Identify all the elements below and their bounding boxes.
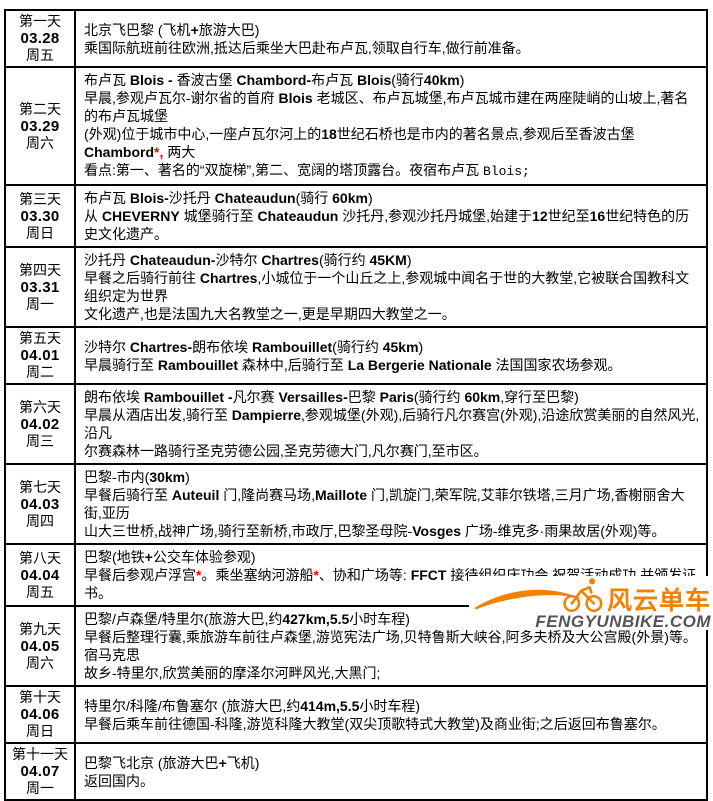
- day-date: 03.31: [20, 278, 60, 296]
- day-cell: 第七天 04.03 周四: [4, 463, 76, 545]
- day-cell: 第九天 04.05 周六: [4, 605, 76, 687]
- itinerary-cell: 巴黎飞北京 (旅游大巴+飞机) 返回国内。: [74, 742, 708, 801]
- table-row: 第三天 03.30 周日 布卢瓦 Blois-沙托丹 Chateaudun(骑行 60…: [4, 184, 708, 248]
- day-cell: 第十天 04.06 周日: [4, 685, 76, 744]
- table-row: 第四天 03.31 周一 沙托丹 Chateaudun-沙特尔 Chartres(骑行…: [4, 246, 708, 328]
- day-week: 周二: [26, 364, 54, 380]
- itinerary-line: 早餐后骑行至 Auteuil 门,隆尚赛马场,Maillote 门,凯旋门,荣军…: [84, 487, 685, 521]
- itinerary-line: 布卢瓦 Blois - 香波古堡 Chambord-布卢瓦 Blois(骑行40…: [84, 72, 465, 88]
- itinerary-cell: 布卢瓦 Blois-沙托丹 Chateaudun(骑行 60km) 从 CHEVE…: [74, 184, 708, 248]
- day-date: 04.07: [20, 763, 60, 780]
- itinerary-line: (外观)位于城市中心,一座卢瓦尔河上的18世纪石桥也是市内的著名景点,参观后至香…: [84, 126, 635, 160]
- day-cell: 第八天 04.04 周五: [4, 543, 76, 607]
- itinerary-line: 北京飞巴黎 (飞机+旅游大巴): [84, 21, 260, 38]
- day-date: 03.29: [20, 117, 60, 135]
- itinerary-line: 早餐之后骑行前往 Chartres,小城位于一个山丘之上,参观城中闻名于世的大教…: [84, 270, 690, 304]
- day-name: 第七天: [19, 478, 61, 495]
- day-name: 第十一天: [12, 746, 68, 762]
- day-week: 周日: [26, 723, 54, 739]
- day-week: 周日: [26, 224, 54, 241]
- itinerary-line: 早晨骑行至 Rambouillet 森林中,后骑行至 La Bergerie N…: [84, 356, 622, 373]
- logo-url-text: FENGYUNBIKE.COM: [535, 612, 711, 631]
- day-cell: 第三天 03.30 周日: [4, 184, 76, 248]
- itinerary-cell: 沙特尔 Chartres-朗布依埃 Rambouillet(骑行约 45km) 早…: [74, 326, 708, 385]
- itinerary-line: 沙托丹 Chateaudun-沙特尔 Chartres(骑行约 45KM): [84, 252, 412, 268]
- itinerary-line: 从 CHEVERNY 城堡骑行至 Chateaudun 沙托丹,参观沙托丹城堡,…: [84, 208, 690, 242]
- day-cell: 第六天 04.02 周三: [4, 383, 76, 465]
- itinerary-line: 早晨从酒店出发,骑行至 Dampierre,参观城堡(外观),后骑行凡尔赛宫(外…: [84, 407, 700, 441]
- table-row: 第十一天 04.07 周一 巴黎飞北京 (旅游大巴+飞机) 返回国内。: [4, 742, 708, 801]
- day-name: 第二天: [19, 100, 61, 117]
- day-cell: 第一天 03.28 周五: [4, 9, 76, 68]
- itinerary-line: 特里尔/科隆/布鲁塞尔 (旅游大巴,约414m,5.5小时车程): [84, 697, 421, 714]
- itinerary-line: 巴黎/卢森堡/特里尔(旅游大巴,约427km,5.5小时车程): [84, 611, 410, 627]
- itinerary-page: 第一天 03.28 周五 北京飞巴黎 (飞机+旅游大巴) 乘国际航班前往欧洲,抵达后乘坐…: [4, 9, 711, 801]
- itinerary-line: 巴黎(地铁+公交车体验参观): [84, 549, 256, 565]
- itinerary-line: 巴黎飞北京 (旅游大巴+飞机): [84, 754, 260, 771]
- itinerary-cell: 朗布依埃 Rambouillet -凡尔赛 Versailles-巴黎 Pari…: [74, 383, 708, 465]
- logo-top-row: 风云单车: [473, 576, 711, 614]
- day-name: 第八天: [19, 549, 61, 566]
- itinerary-line: 早餐后乘车前往德国-科隆,游览科隆大教堂(双尖顶歌特式大教堂)及商业街;之后返回…: [84, 715, 666, 732]
- itinerary-line: 早餐后整理行囊,乘旅游车前往卢森堡,游览宪法广场,贝特鲁斯大峡谷,阿多夫桥及大公…: [84, 629, 697, 663]
- day-date: 04.06: [20, 706, 60, 723]
- itinerary-line: 朗布依埃 Rambouillet -凡尔赛 Versailles-巴黎 Pari…: [84, 389, 579, 405]
- itinerary-line: 返回国内。: [84, 772, 154, 789]
- itinerary-line: 看点:第一、著名的“双旋梯”,第二、宽阔的塔顶露台。夜宿布卢瓦 Blois;: [84, 162, 530, 179]
- day-week: 周一: [26, 780, 54, 796]
- day-week: 周一: [26, 295, 54, 312]
- day-week: 周五: [26, 47, 54, 63]
- day-name: 第五天: [19, 330, 61, 346]
- day-date: 04.05: [20, 637, 60, 655]
- table-row: 第七天 04.03 周四 巴黎-市内(30km) 早餐后骑行至 Auteuil 门,隆尚…: [4, 463, 708, 545]
- day-cell: 第四天 03.31 周一: [4, 246, 76, 328]
- day-date: 04.02: [20, 415, 60, 433]
- day-week: 周四: [26, 512, 54, 529]
- itinerary-body: 第一天 03.28 周五 北京飞巴黎 (飞机+旅游大巴) 乘国际航班前往欧洲,抵达后乘坐…: [4, 9, 708, 801]
- day-name: 第十天: [19, 689, 61, 705]
- itinerary-line: 文化遗产,也是法国九大名教堂之一,更是早期四大教堂之一。: [84, 306, 456, 322]
- logo-brand-text: 风云单车: [606, 587, 711, 615]
- day-date: 04.01: [20, 347, 60, 364]
- itinerary-line: 山大三世桥,战神广场,骑行至新桥,市政厅,巴黎圣母院-Vosges 广场-维克多…: [84, 523, 666, 539]
- itinerary-line: 沙特尔 Chartres-朗布依埃 Rambouillet(骑行约 45km): [84, 338, 424, 355]
- day-name: 第九天: [19, 620, 61, 637]
- itinerary-cell: 北京飞巴黎 (飞机+旅游大巴) 乘国际航班前往欧洲,抵达后乘坐大巴赴布卢瓦,领取自…: [74, 9, 708, 68]
- itinerary-cell: 特里尔/科隆/布鲁塞尔 (旅游大巴,约414m,5.5小时车程) 早餐后乘车前往德…: [74, 685, 708, 744]
- day-cell: 第十一天 04.07 周一: [4, 742, 76, 801]
- table-row: 第六天 04.02 周三 朗布依埃 Rambouillet -凡尔赛 Versaill…: [4, 383, 708, 465]
- day-date: 03.28: [20, 30, 60, 47]
- itinerary-line: 乘国际航班前往欧洲,抵达后乘坐大巴赴布卢瓦,领取自行车,做行前准备。: [84, 39, 530, 56]
- itinerary-line: 布卢瓦 Blois-沙托丹 Chateaudun(骑行 60km): [84, 190, 373, 206]
- day-name: 第六天: [19, 398, 61, 415]
- itinerary-line: 早晨,参观卢瓦尔-谢尔省的首府 Blois 老城区、布卢瓦城堡,布卢瓦城市建在两…: [84, 90, 689, 124]
- day-week: 周六: [26, 654, 54, 671]
- day-name: 第三天: [19, 190, 61, 207]
- itinerary-table: 第一天 03.28 周五 北京飞巴黎 (飞机+旅游大巴) 乘国际航班前往欧洲,抵达后乘坐…: [4, 9, 708, 801]
- day-name: 第一天: [19, 13, 61, 29]
- day-cell: 第五天 04.01 周二: [4, 326, 76, 385]
- itinerary-cell: 沙托丹 Chateaudun-沙特尔 Chartres(骑行约 45KM) 早餐之…: [74, 246, 708, 328]
- itinerary-cell: 巴黎-市内(30km) 早餐后骑行至 Auteuil 门,隆尚赛马场,Maillo…: [74, 463, 708, 545]
- itinerary-cell: 布卢瓦 Blois - 香波古堡 Chambord-布卢瓦 Blois(骑行40…: [74, 66, 708, 186]
- day-week: 周六: [26, 134, 54, 151]
- day-date: 03.30: [20, 207, 60, 225]
- day-cell: 第二天 03.29 周六: [4, 66, 76, 186]
- itinerary-line: 尔赛森林一路骑行圣克劳德公园,圣克劳德大门,凡尔赛门,至市区。: [84, 443, 488, 459]
- itinerary-line: 故乡-特里尔,欣赏美丽的摩泽尔河畔风光,大黑门;: [84, 665, 381, 681]
- table-row: 第十天 04.06 周日 特里尔/科隆/布鲁塞尔 (旅游大巴,约414m,5.5小时车…: [4, 685, 708, 744]
- cyclist-swoosh-icon: [474, 578, 603, 613]
- day-week: 周五: [26, 583, 54, 600]
- fengyunbike-logo: 风云单车 FENGYUNBIKE.COM: [468, 576, 711, 631]
- day-date: 04.04: [20, 566, 60, 584]
- day-week: 周三: [26, 432, 54, 449]
- day-date: 04.03: [20, 495, 60, 513]
- itinerary-line: 巴黎-市内(30km): [84, 469, 190, 485]
- table-row: 第五天 04.01 周二 沙特尔 Chartres-朗布依埃 Rambouillet(…: [4, 326, 708, 385]
- table-row: 第一天 03.28 周五 北京飞巴黎 (飞机+旅游大巴) 乘国际航班前往欧洲,抵达后乘坐…: [4, 9, 708, 68]
- table-row: 第二天 03.29 周六 布卢瓦 Blois - 香波古堡 Chambord-布卢瓦 …: [4, 66, 708, 186]
- day-name: 第四天: [19, 261, 61, 278]
